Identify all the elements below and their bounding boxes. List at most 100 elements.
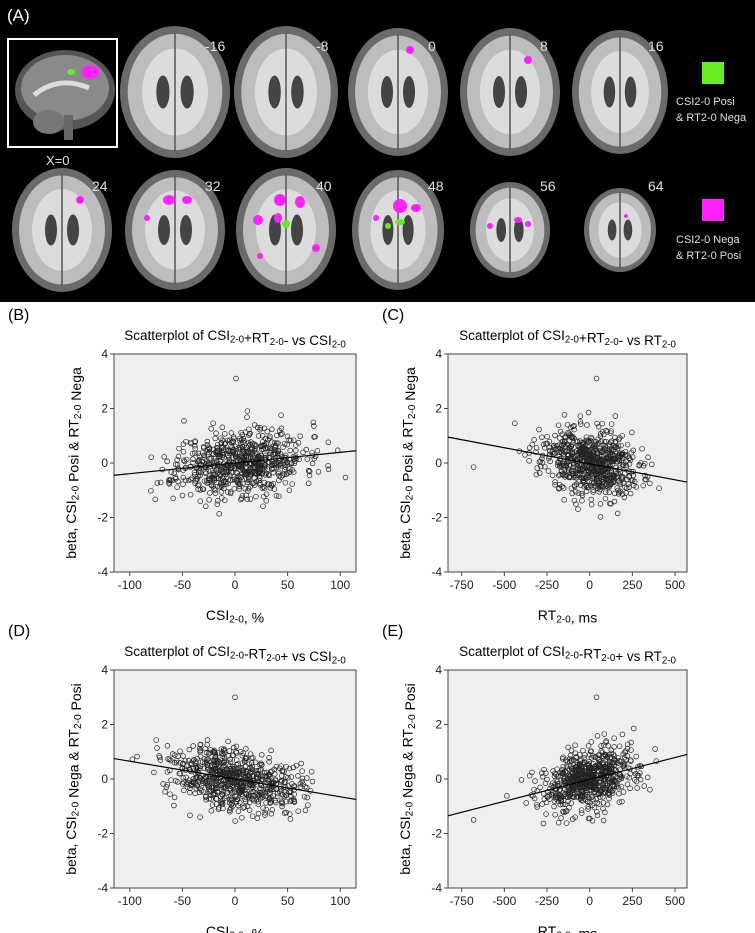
data-point [615, 455, 621, 461]
data-point [608, 769, 614, 776]
y-tick-label: 0 [101, 456, 108, 470]
x-tick-label: -750 [450, 894, 474, 908]
data-point [533, 445, 540, 451]
data-point [192, 445, 198, 452]
data-point [598, 438, 604, 445]
data-point [182, 757, 189, 764]
data-point [175, 753, 181, 760]
data-point [166, 477, 172, 483]
data-point [642, 472, 648, 479]
data-point [172, 778, 179, 784]
data-point [572, 766, 579, 773]
data-point [228, 805, 234, 812]
data-point [571, 426, 577, 433]
data-point [226, 748, 233, 754]
data-point [523, 800, 529, 806]
data-point [208, 426, 214, 432]
data-point [210, 748, 217, 755]
data-point [619, 798, 625, 805]
data-point [600, 794, 606, 800]
data-point [599, 781, 605, 788]
data-point [277, 431, 284, 438]
data-point [558, 468, 565, 475]
slice-label: 48 [428, 178, 444, 194]
data-point [611, 744, 617, 750]
data-point [186, 777, 192, 783]
data-point [206, 789, 212, 795]
data-point [204, 438, 211, 445]
data-point [614, 458, 620, 465]
data-point [325, 466, 332, 473]
data-point [209, 802, 216, 808]
data-point [252, 785, 259, 792]
data-point [283, 792, 290, 798]
data-point [260, 805, 266, 811]
data-point [620, 789, 627, 795]
data-point [578, 810, 585, 816]
data-point [285, 774, 291, 781]
data-point [291, 799, 298, 805]
data-point [624, 773, 630, 779]
data-point [245, 488, 251, 494]
data-point [547, 458, 553, 465]
data-point [636, 462, 642, 468]
data-point [652, 746, 658, 752]
data-point [214, 760, 220, 766]
data-point [309, 460, 316, 467]
axial-slice [572, 30, 668, 154]
y-tick-label: 2 [101, 718, 108, 732]
data-point [234, 450, 240, 457]
data-point [230, 744, 237, 751]
data-point [569, 775, 575, 781]
data-point [171, 802, 177, 809]
data-point [241, 804, 248, 810]
data-point [211, 747, 218, 754]
data-point [206, 472, 213, 479]
x-tick-label: 250 [622, 894, 642, 908]
data-point [610, 787, 616, 793]
data-point [230, 438, 237, 445]
data-point [203, 503, 209, 510]
data-point [551, 803, 557, 810]
data-point [546, 444, 552, 451]
data-point [243, 768, 249, 775]
data-point [204, 477, 210, 484]
data-point [628, 477, 635, 484]
data-point [622, 452, 629, 458]
data-point [560, 754, 566, 761]
data-point [631, 777, 638, 783]
data-point [182, 477, 189, 483]
data-point [325, 462, 331, 469]
data-point [266, 755, 272, 761]
data-point [213, 758, 219, 765]
data-point [306, 472, 313, 479]
data-point [199, 759, 206, 765]
data-point [282, 479, 289, 486]
data-point [552, 811, 558, 818]
data-point [630, 725, 637, 732]
data-point [592, 441, 598, 448]
data-point [590, 765, 596, 771]
data-point [278, 425, 285, 432]
data-point [221, 455, 227, 461]
x-tick-label: -500 [492, 894, 516, 908]
slice-label: 8 [540, 38, 548, 54]
x-tick-label: 500 [665, 894, 685, 908]
data-point [281, 768, 287, 775]
data-point [261, 485, 268, 491]
fit-line [447, 753, 688, 817]
slice-label: 16 [648, 38, 664, 54]
data-point [213, 796, 219, 802]
data-point [266, 455, 272, 461]
data-point [162, 789, 168, 795]
data-point [586, 758, 592, 765]
data-point [555, 472, 562, 479]
data-point [606, 784, 612, 791]
data-point [586, 782, 592, 789]
data-point [536, 470, 543, 476]
data-point [186, 746, 193, 753]
data-point [570, 757, 577, 763]
y-tick-label: 4 [435, 663, 442, 677]
data-point [287, 447, 293, 454]
data-point [612, 438, 619, 445]
